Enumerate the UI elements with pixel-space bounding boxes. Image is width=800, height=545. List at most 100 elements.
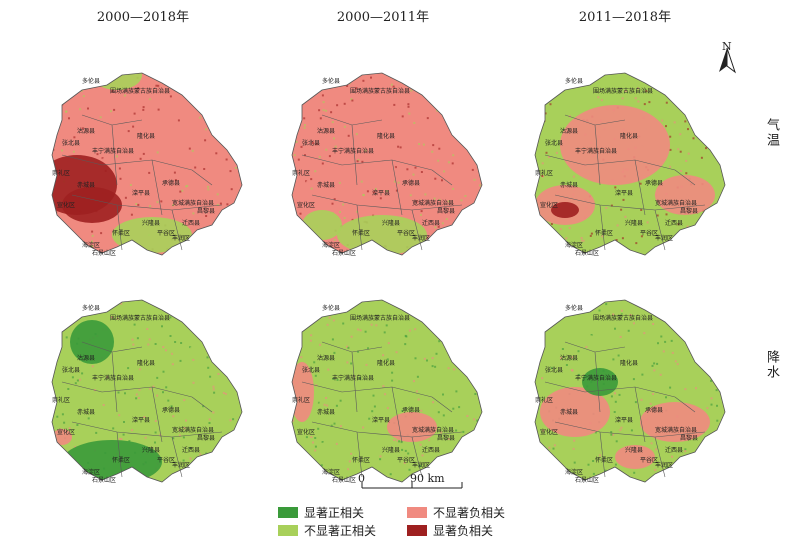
county-label: 怀柔区: [352, 456, 370, 464]
county-label: 承德县: [162, 406, 180, 414]
county-label: 围场满族蒙古族自治县: [593, 314, 653, 322]
legend-nonsignificant-positive: 不显著正相关: [278, 522, 376, 539]
county-label: 兴隆县: [142, 219, 160, 227]
county-label: 滦平县: [372, 416, 390, 424]
county-label: 承德县: [162, 179, 180, 187]
county-label: 昌黎县: [437, 434, 455, 442]
county-label: 围场满族蒙古族自治县: [350, 87, 410, 95]
county-label: 迁西县: [182, 219, 200, 227]
county-label: 丰润区: [412, 234, 430, 242]
county-label: 石景山区: [575, 249, 599, 257]
row-label-temperature: 气温: [764, 118, 779, 148]
county-label: 平谷区: [397, 456, 415, 464]
county-label: 迁西县: [665, 219, 683, 227]
legend-significant-negative: 显著负相关: [407, 522, 493, 539]
county-label: 张北县: [545, 139, 563, 147]
county-label: 宣化区: [297, 428, 315, 436]
row-label-precipitation: 降水: [764, 350, 779, 380]
county-label: 石景山区: [332, 249, 356, 257]
county-label: 隆化县: [377, 359, 395, 367]
county-label: 赤城县: [560, 409, 578, 416]
county-label: 崇礼区: [52, 169, 70, 177]
county-label: 兴隆县: [382, 446, 400, 454]
county-label: 崇礼区: [535, 396, 553, 404]
county-label: 滦平县: [132, 189, 150, 197]
county-label: 丰润区: [655, 234, 673, 242]
county-label: 隆化县: [137, 359, 155, 367]
county-label: 隆化县: [620, 359, 638, 367]
column-title-2: 2000—2011年: [336, 10, 430, 25]
county-label: 迁西县: [665, 446, 683, 454]
county-label: 平谷区: [640, 229, 658, 237]
county-label: 围场满族蒙古族自治县: [593, 87, 653, 95]
county-label: 海淀区: [82, 241, 100, 249]
county-label: 沽源县: [77, 127, 95, 135]
county-label: 张北县: [302, 366, 320, 374]
legend-label: 显著负相关: [433, 524, 494, 538]
county-label: 海淀区: [565, 468, 583, 476]
county-label: 石景山区: [575, 476, 599, 484]
county-label: 沽源县: [317, 354, 335, 362]
county-label: 丰润区: [655, 461, 673, 469]
county-label: 宽城满族自治县: [655, 426, 697, 434]
county-label: 迁西县: [422, 219, 440, 227]
legend-nonsignificant-negative: 不显著负相关: [407, 504, 505, 521]
county-label: 沽源县: [77, 354, 95, 362]
county-label: 昌黎县: [197, 207, 215, 215]
scale-bar: [361, 482, 463, 489]
county-label: 围场满族蒙古族自治县: [110, 314, 170, 322]
county-label: 丰宁满族自治县: [92, 374, 134, 382]
county-label: 海淀区: [322, 468, 340, 476]
county-label: 海淀区: [82, 468, 100, 476]
county-label: 多伦县: [565, 77, 583, 85]
county-label: 崇礼区: [535, 169, 553, 177]
county-label: 张北县: [545, 366, 563, 374]
county-label: 赤城县: [560, 182, 578, 189]
county-label: 丰宁满族自治县: [575, 374, 617, 382]
county-label: 承德县: [645, 406, 663, 414]
county-label: 张北县: [62, 366, 80, 374]
county-label: 丰宁满族自治县: [92, 147, 134, 155]
county-label: 昌黎县: [437, 207, 455, 215]
county-label: 围场满族蒙古族自治县: [110, 87, 170, 95]
legend-swatch: [407, 507, 427, 518]
county-label: 平谷区: [157, 456, 175, 464]
county-label: 赤城县: [317, 182, 335, 189]
county-label: 怀柔区: [112, 229, 130, 237]
county-label: 迁西县: [182, 446, 200, 454]
county-label: 海淀区: [565, 241, 583, 249]
county-label: 海淀区: [322, 241, 340, 249]
county-label: 沽源县: [560, 354, 578, 362]
county-label: 丰润区: [412, 461, 430, 469]
county-label: 赤城县: [77, 409, 95, 416]
county-label: 赤城县: [317, 409, 335, 416]
column-title-3: 2011—2018年: [578, 10, 672, 25]
county-label: 宣化区: [57, 428, 75, 436]
county-label: 丰宁满族自治县: [332, 374, 374, 382]
county-label: 崇礼区: [52, 396, 70, 404]
county-label: 宣化区: [57, 201, 75, 209]
county-label: 丰宁满族自治县: [575, 147, 617, 155]
county-label: 丰润区: [172, 234, 190, 242]
county-label: 赤城县: [77, 182, 95, 189]
county-label: 平谷区: [157, 229, 175, 237]
county-label: 宽城满族自治县: [172, 426, 214, 434]
county-label: 宽城满族自治县: [412, 199, 454, 207]
county-label: 崇礼区: [292, 169, 310, 177]
county-label: 怀柔区: [112, 456, 130, 464]
county-label: 隆化县: [377, 132, 395, 140]
county-label: 滦平县: [372, 189, 390, 197]
county-label: 宽城满族自治县: [412, 426, 454, 434]
county-label: 昌黎县: [197, 434, 215, 442]
county-label: 迁西县: [422, 446, 440, 454]
county-label: 平谷区: [640, 456, 658, 464]
county-label: 昌黎县: [680, 207, 698, 215]
county-label: 石景山区: [92, 476, 116, 484]
county-label: 石景山区: [92, 249, 116, 257]
county-label: 兴隆县: [625, 219, 643, 227]
county-label: 宣化区: [297, 201, 315, 209]
